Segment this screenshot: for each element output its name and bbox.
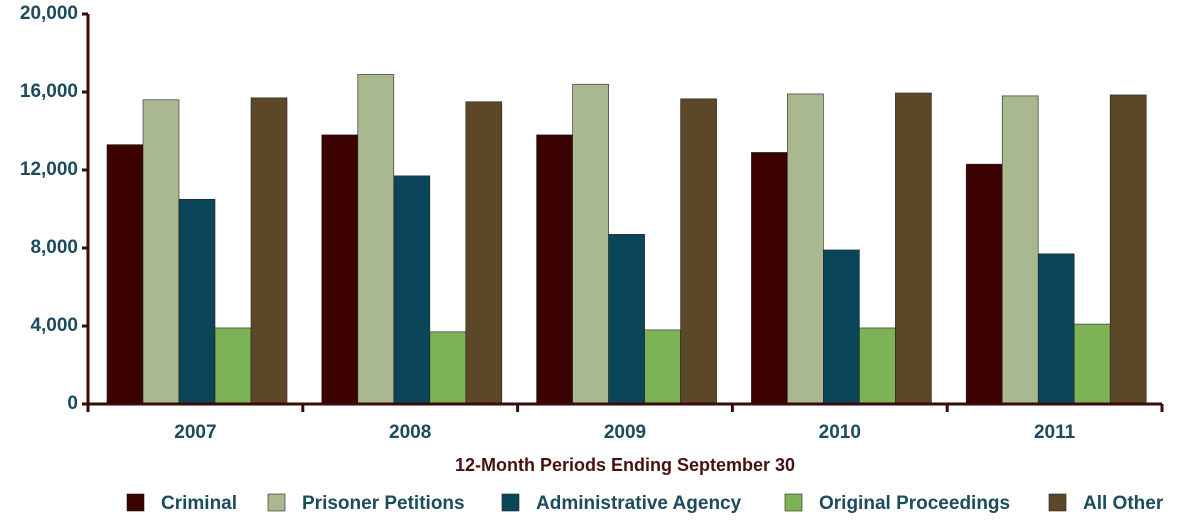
bar bbox=[859, 327, 896, 405]
legend-label: Administrative Agency bbox=[536, 493, 742, 514]
y-tick-label: 0 bbox=[67, 393, 78, 414]
y-tick-label: 20,000 bbox=[20, 3, 78, 24]
y-tick-label: 16,000 bbox=[20, 81, 78, 102]
bar bbox=[1037, 253, 1075, 405]
bar bbox=[178, 198, 216, 405]
bar bbox=[393, 175, 431, 405]
bar bbox=[142, 99, 180, 405]
legend-swatch bbox=[784, 493, 803, 512]
legend-label: Original Proceedings bbox=[819, 493, 1010, 514]
y-tick-label: 12,000 bbox=[20, 159, 78, 180]
x-tick-label: 2010 bbox=[819, 422, 861, 443]
bar bbox=[214, 327, 252, 405]
legend-label: Prisoner Petitions bbox=[302, 493, 465, 514]
bar bbox=[536, 134, 573, 405]
bar bbox=[1109, 94, 1147, 405]
bar bbox=[1073, 323, 1111, 405]
y-tick-label: 4,000 bbox=[30, 315, 78, 336]
bar bbox=[644, 329, 681, 405]
bar bbox=[787, 93, 824, 405]
bar bbox=[823, 249, 860, 405]
legend-label: All Other bbox=[1083, 493, 1164, 514]
bar bbox=[250, 97, 288, 405]
bar bbox=[1001, 95, 1039, 405]
bar bbox=[357, 74, 395, 405]
legend-label: Criminal bbox=[161, 493, 237, 514]
x-tick-label: 2009 bbox=[604, 422, 646, 443]
bar bbox=[965, 163, 1003, 405]
bar bbox=[572, 83, 609, 405]
bar bbox=[429, 331, 467, 405]
bar bbox=[465, 101, 503, 405]
bar bbox=[106, 144, 144, 405]
bar bbox=[321, 134, 359, 405]
bar bbox=[680, 98, 717, 405]
legend-swatch bbox=[267, 493, 286, 512]
bar bbox=[751, 152, 788, 405]
legend-swatch bbox=[501, 493, 520, 512]
bar bbox=[608, 234, 645, 405]
x-tick-label: 2007 bbox=[174, 422, 216, 443]
bar bbox=[895, 92, 932, 405]
y-tick-label: 8,000 bbox=[30, 237, 78, 258]
x-axis-label: 12-Month Periods Ending September 30 bbox=[455, 455, 795, 475]
legend-swatch bbox=[1048, 493, 1067, 512]
x-tick-label: 2011 bbox=[1034, 422, 1076, 443]
x-tick-label: 2008 bbox=[389, 422, 431, 443]
legend-swatch bbox=[126, 493, 145, 512]
